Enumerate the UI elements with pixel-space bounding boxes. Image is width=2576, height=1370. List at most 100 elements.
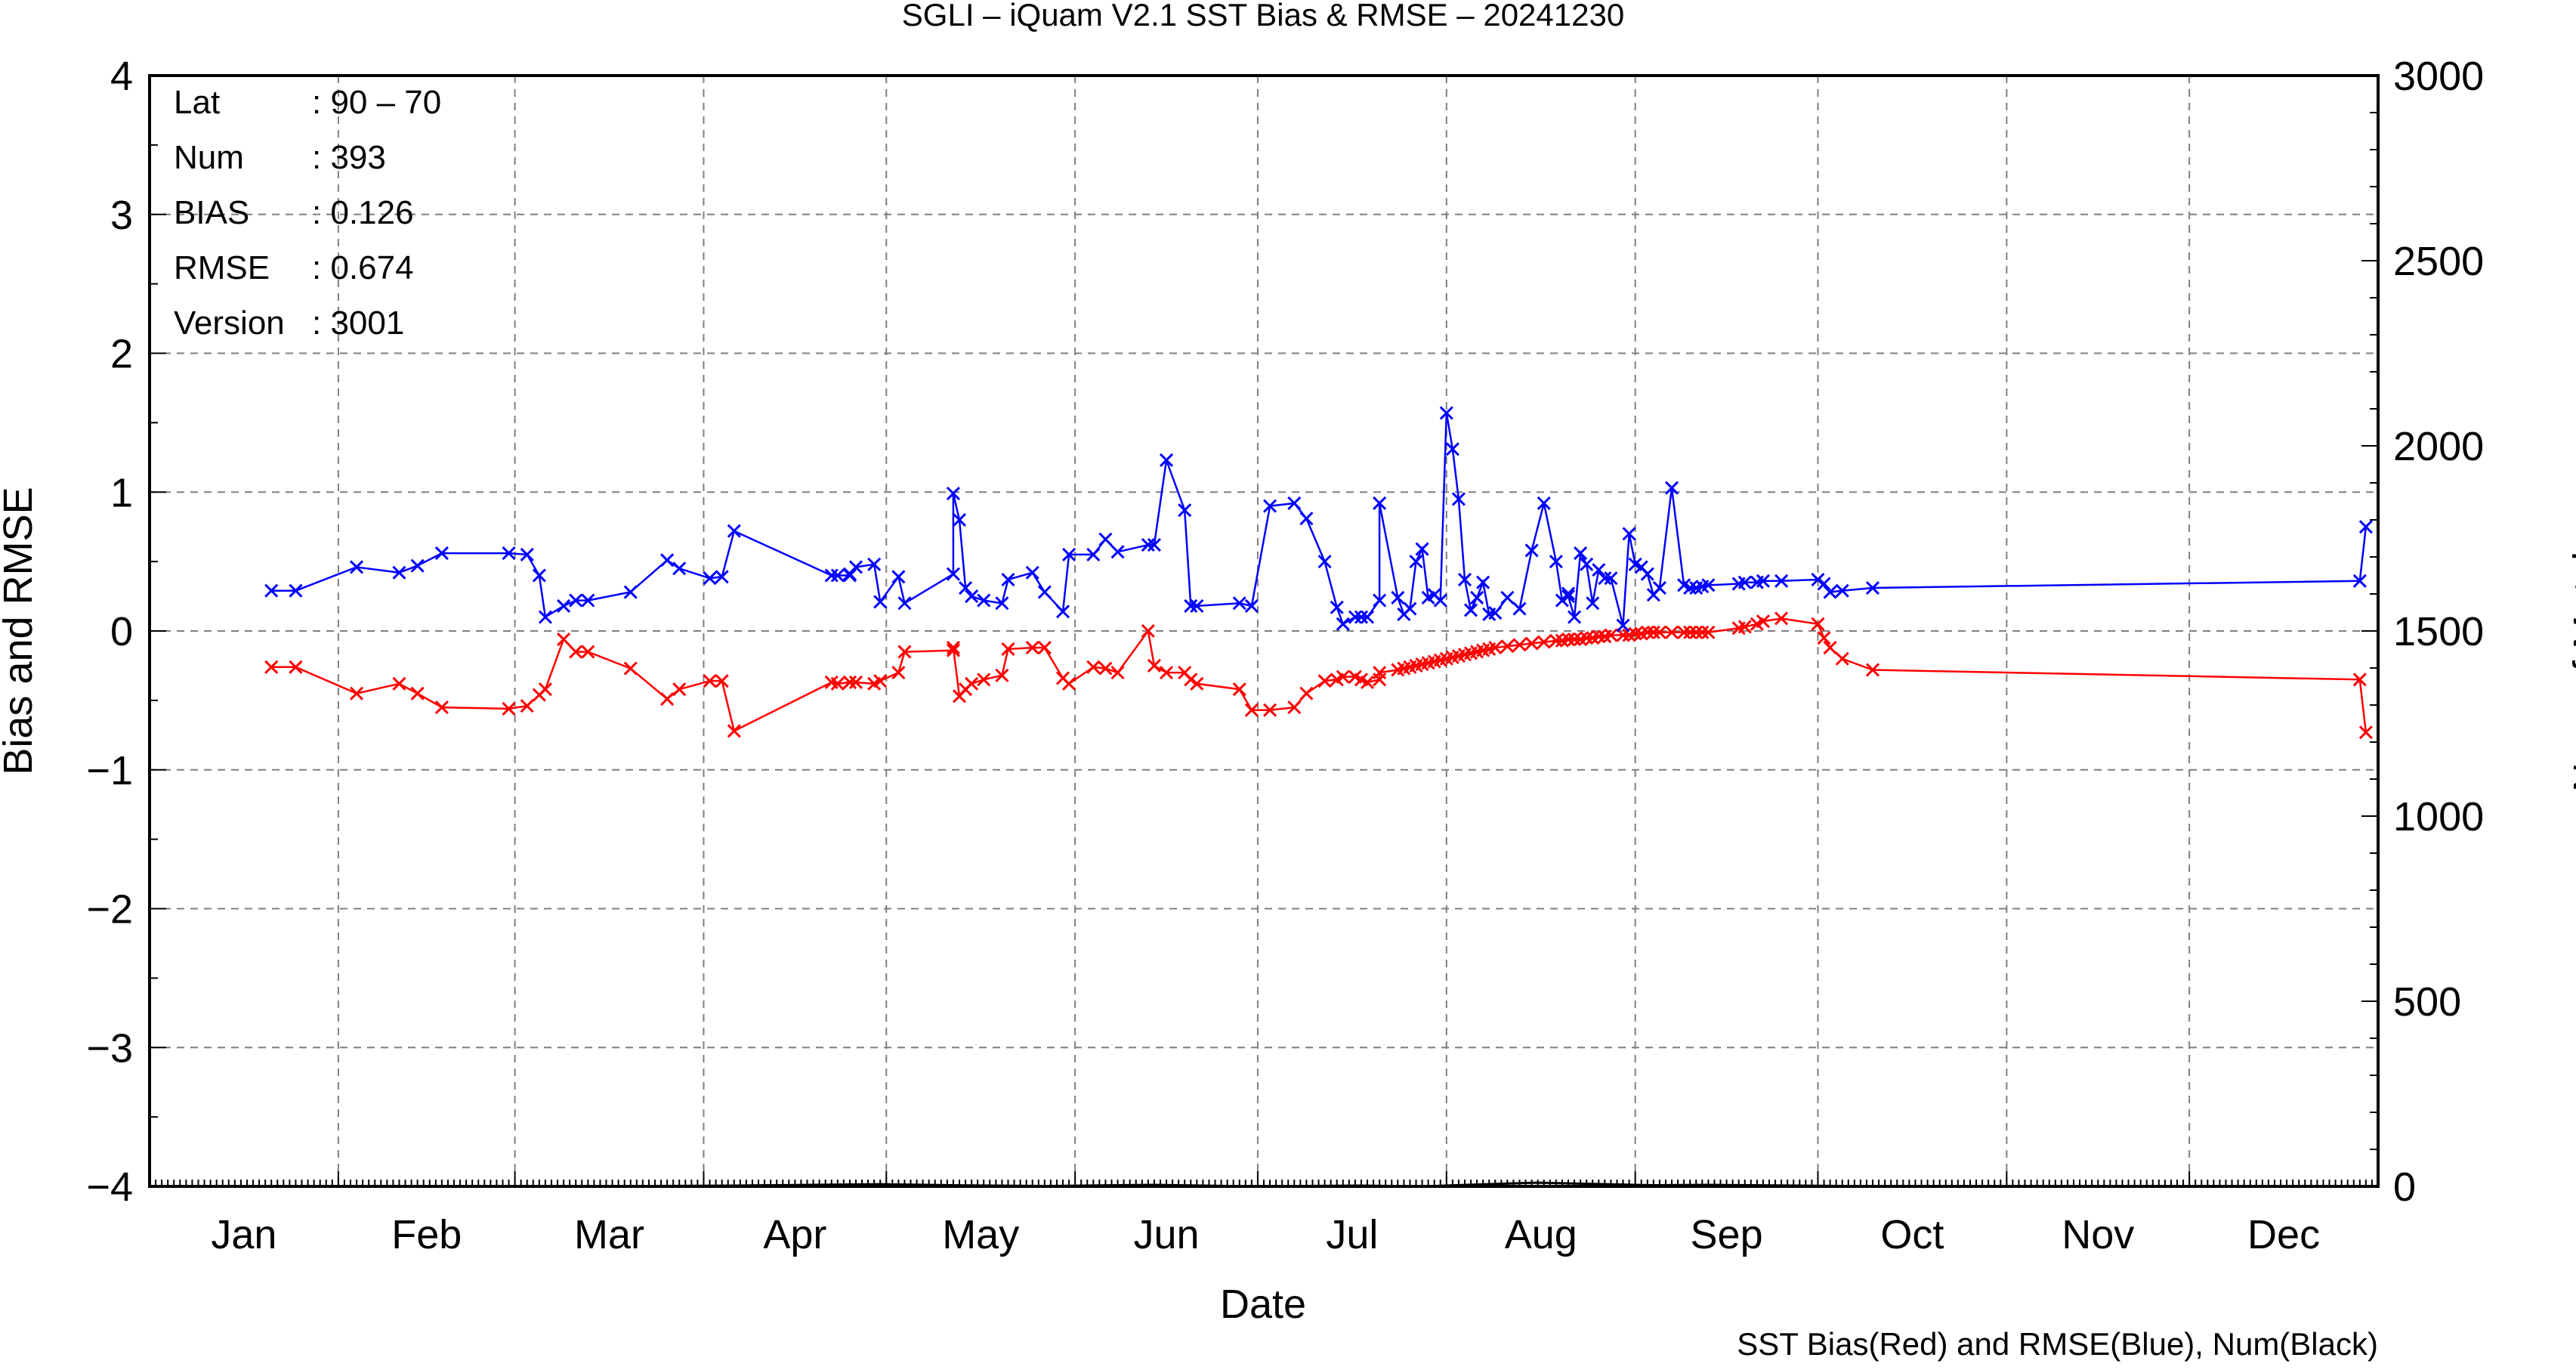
sst-rmse-point	[1737, 575, 1752, 589]
sst-bias-marker-stroke	[520, 699, 534, 713]
sst-rmse-marker-stroke	[1470, 590, 1484, 605]
sst-rmse-marker-stroke	[1604, 571, 1618, 586]
sst-bias-point	[1695, 625, 1710, 639]
y2-tick-label: 2000	[2393, 424, 2484, 469]
sst-bias-point	[1190, 676, 1204, 691]
sst-rmse-point	[952, 512, 967, 527]
sst-bias-point	[1652, 625, 1666, 639]
sst-rmse-marker-stroke	[1592, 563, 1606, 577]
sst-rmse-marker-stroke	[1336, 617, 1350, 631]
sst-bias-point	[538, 682, 552, 697]
sst-bias-point	[873, 674, 888, 688]
sst-rmse-marker-stroke	[1244, 598, 1259, 613]
sst-bias-marker-stroke	[727, 724, 741, 738]
sst-rmse-marker-stroke	[891, 570, 906, 584]
sst-bias-point	[848, 675, 863, 690]
sst-rmse-marker-stroke	[965, 589, 979, 604]
sst-bias-marker-stroke	[946, 640, 960, 655]
sst-bias-point	[842, 675, 857, 690]
sst-bias-marker-stroke	[672, 682, 687, 697]
y2-tick-label: 3000	[2393, 54, 2484, 99]
sst-rmse-point	[1403, 602, 1417, 616]
sst-bias-marker-stroke	[873, 674, 888, 688]
sst-rmse-point	[434, 546, 449, 561]
sst-rmse-point	[1445, 442, 1459, 456]
sst-rmse-marker-stroke	[848, 560, 863, 574]
sst-bias-marker-stroke	[1299, 686, 1314, 700]
sst-rmse-point	[1537, 496, 1551, 511]
sst-rmse-marker-stroke	[1683, 580, 1697, 595]
sst-bias-point	[264, 660, 279, 674]
y2-tick-label: 500	[2393, 979, 2461, 1025]
statistics-box: Lat: 90 – 70 Num: 393 BIAS: 0.126 RMSE: 0.6…	[174, 84, 441, 342]
sst-bias-point	[1774, 611, 1789, 626]
sst-rmse-point	[891, 570, 906, 584]
info-bias-value: : 0.126	[312, 194, 414, 231]
sst-rmse-marker-stroke	[1415, 542, 1429, 556]
sst-bias-point	[977, 673, 991, 687]
sst-rmse-point	[392, 565, 406, 580]
sst-bias-marker-stroke	[1147, 658, 1161, 673]
sst-rmse-marker-stroke	[1823, 585, 1837, 599]
sst-bias-marker-stroke	[557, 632, 571, 647]
sst-bias-marker-stroke	[623, 661, 638, 676]
sst-rmse-point	[2358, 520, 2373, 534]
sst-rmse-point	[946, 567, 960, 581]
sst-bias-marker-stroke	[1689, 625, 1703, 639]
sst-rmse-marker-stroke	[1451, 492, 1466, 506]
sst-rmse-marker-stroke	[1652, 580, 1666, 595]
sst-rmse-marker-stroke	[557, 598, 571, 613]
sst-rmse-marker-stroke	[867, 557, 882, 571]
sst-rmse-marker-stroke	[1373, 593, 1387, 608]
sst-bias-point	[2352, 673, 2367, 687]
legend-footnote: SST Bias(Red) and RMSE(Blue), Num(Black)	[1737, 1326, 2378, 1362]
sst-rmse-point	[1652, 580, 1666, 595]
sst-bias-marker-stroke	[1817, 631, 1831, 645]
sst-bias-point	[1817, 631, 1831, 645]
sst-bias-marker-stroke	[1756, 614, 1770, 629]
sst-rmse-point	[1147, 538, 1161, 552]
sst-bias-marker-stroke	[660, 691, 675, 707]
sst-bias-point	[502, 701, 516, 716]
sst-bias-point	[289, 660, 303, 674]
sst-rmse-marker-stroke	[958, 580, 973, 595]
sst-bias-marker-stroke	[946, 643, 960, 657]
sst-rmse-point	[1433, 593, 1447, 608]
sst-bias-point	[891, 666, 906, 680]
sst-bias-point	[1098, 661, 1113, 676]
sst-rmse-point	[1835, 583, 1849, 598]
sst-rmse-marker-stroke	[1287, 496, 1302, 511]
sst-rmse-marker-stroke	[289, 583, 303, 598]
sst-bias-point	[1701, 625, 1716, 639]
sst-bias-marker-stroke	[1646, 625, 1660, 639]
sst-bias-marker-stroke	[1062, 676, 1076, 691]
sst-rmse-point	[1574, 546, 1588, 561]
sst-rmse-marker-stroke	[1262, 499, 1277, 513]
sst-bias-point	[410, 686, 425, 700]
sst-bias-marker-stroke	[715, 674, 729, 688]
sst-rmse-marker-stroke	[703, 571, 717, 586]
sst-bias-marker-stroke	[1701, 625, 1716, 639]
sst-bias-point	[1232, 682, 1246, 697]
sst-rmse-point	[1439, 406, 1453, 420]
y-tick-label: −4	[86, 1164, 133, 1210]
sst-bias-marker-stroke	[1025, 640, 1039, 655]
sst-bias-point	[1865, 663, 1880, 677]
sst-rmse-marker-stroke	[1147, 538, 1161, 552]
sst-bias-marker-stroke	[538, 682, 552, 697]
sst-bias-marker-stroke	[1317, 674, 1332, 688]
sst-rmse-point	[538, 610, 552, 624]
sst-rmse-marker-stroke	[1330, 600, 1344, 614]
sst-bias-point	[1037, 640, 1052, 655]
sst-rmse-marker-stroke	[873, 595, 888, 609]
sst-bias-point	[1592, 629, 1606, 644]
x-tick-label: Apr	[763, 1212, 826, 1257]
sst-bias-marker-stroke	[349, 686, 364, 700]
sst-rmse-marker-stroke	[1373, 496, 1387, 511]
sst-rmse-point	[1348, 610, 1362, 624]
sst-rmse-point	[1756, 574, 1770, 588]
sst-rmse-point	[1811, 572, 1825, 587]
sst-rmse-marker-stroke	[1159, 453, 1174, 468]
sst-rmse-marker-stroke	[727, 524, 741, 538]
sst-rmse-point	[1488, 606, 1503, 620]
